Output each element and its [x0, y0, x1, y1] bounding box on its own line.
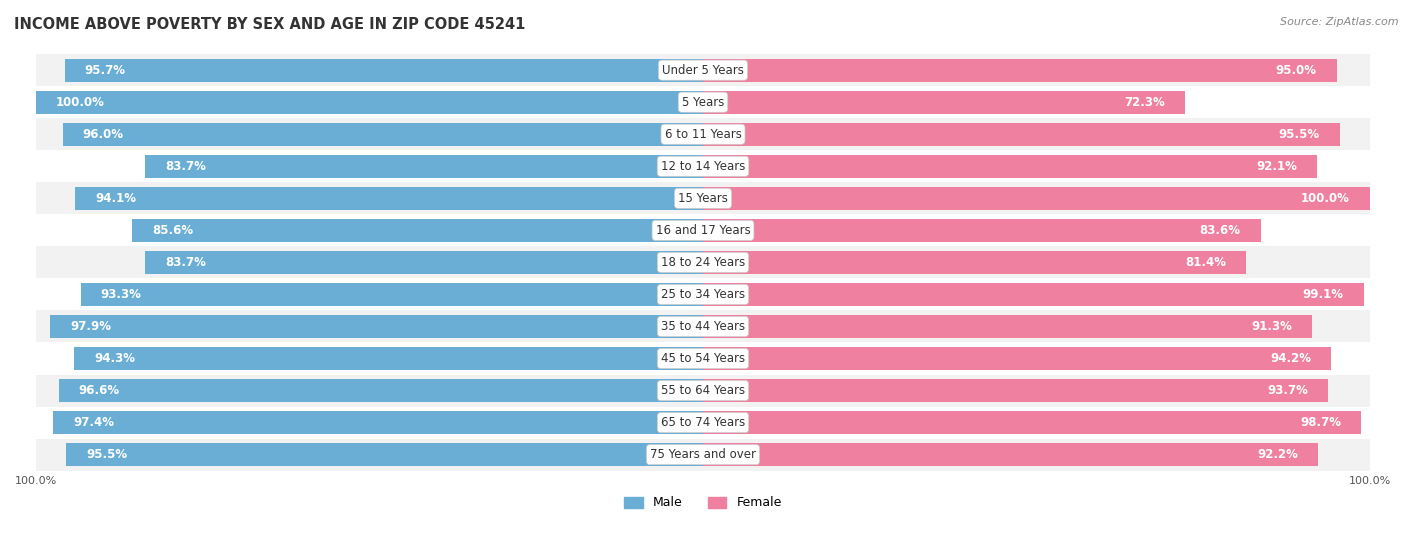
- Bar: [703, 283, 1364, 306]
- Text: 16 and 17 Years: 16 and 17 Years: [655, 224, 751, 237]
- Text: 12 to 14 Years: 12 to 14 Years: [661, 160, 745, 173]
- Bar: [703, 315, 1312, 338]
- Bar: [703, 155, 1317, 178]
- Text: 83.6%: 83.6%: [1199, 224, 1240, 237]
- Text: 25 to 34 Years: 25 to 34 Years: [661, 288, 745, 301]
- Text: 18 to 24 Years: 18 to 24 Years: [661, 256, 745, 269]
- Text: 95.7%: 95.7%: [84, 64, 125, 77]
- Bar: [37, 406, 1369, 439]
- Bar: [37, 375, 1369, 406]
- Text: 55 to 64 Years: 55 to 64 Years: [661, 384, 745, 397]
- Bar: [76, 187, 703, 210]
- Text: 95.5%: 95.5%: [1278, 127, 1320, 141]
- Text: 99.1%: 99.1%: [1303, 288, 1344, 301]
- Text: 81.4%: 81.4%: [1185, 256, 1226, 269]
- Text: 15 Years: 15 Years: [678, 192, 728, 205]
- Bar: [703, 347, 1331, 370]
- Bar: [66, 443, 703, 466]
- Text: 95.5%: 95.5%: [86, 448, 128, 461]
- Bar: [63, 122, 703, 146]
- Bar: [145, 155, 703, 178]
- Text: 98.7%: 98.7%: [1301, 416, 1341, 429]
- Text: 94.1%: 94.1%: [96, 192, 136, 205]
- Bar: [37, 150, 1369, 182]
- Text: 92.1%: 92.1%: [1257, 160, 1298, 173]
- Text: 72.3%: 72.3%: [1125, 96, 1166, 108]
- Text: Under 5 Years: Under 5 Years: [662, 64, 744, 77]
- Bar: [703, 379, 1327, 402]
- Bar: [703, 91, 1185, 113]
- Text: 45 to 54 Years: 45 to 54 Years: [661, 352, 745, 365]
- Bar: [37, 54, 1369, 86]
- Text: 93.3%: 93.3%: [101, 288, 142, 301]
- Bar: [80, 283, 703, 306]
- Bar: [37, 343, 1369, 375]
- Bar: [132, 219, 703, 242]
- Text: 83.7%: 83.7%: [165, 160, 205, 173]
- Text: 92.2%: 92.2%: [1257, 448, 1298, 461]
- Bar: [75, 347, 703, 370]
- Bar: [703, 219, 1261, 242]
- Text: 65 to 74 Years: 65 to 74 Years: [661, 416, 745, 429]
- Text: 94.2%: 94.2%: [1270, 352, 1312, 365]
- Text: 75 Years and over: 75 Years and over: [650, 448, 756, 461]
- Bar: [703, 443, 1317, 466]
- Bar: [59, 379, 703, 402]
- Text: 91.3%: 91.3%: [1251, 320, 1292, 333]
- Text: 100.0%: 100.0%: [1301, 192, 1350, 205]
- Bar: [37, 91, 703, 113]
- Bar: [37, 439, 1369, 471]
- Bar: [37, 182, 1369, 214]
- Text: 96.0%: 96.0%: [83, 127, 124, 141]
- Bar: [145, 251, 703, 274]
- Bar: [51, 315, 703, 338]
- Text: 83.7%: 83.7%: [165, 256, 205, 269]
- Bar: [37, 118, 1369, 150]
- Text: 93.7%: 93.7%: [1267, 384, 1308, 397]
- Text: 100.0%: 100.0%: [56, 96, 105, 108]
- Text: Source: ZipAtlas.com: Source: ZipAtlas.com: [1281, 17, 1399, 27]
- Legend: Male, Female: Male, Female: [619, 491, 787, 514]
- Bar: [53, 411, 703, 434]
- Bar: [37, 278, 1369, 310]
- Text: 5 Years: 5 Years: [682, 96, 724, 108]
- Text: 95.0%: 95.0%: [1275, 64, 1316, 77]
- Bar: [37, 214, 1369, 247]
- Bar: [703, 59, 1337, 82]
- Bar: [703, 122, 1340, 146]
- Text: INCOME ABOVE POVERTY BY SEX AND AGE IN ZIP CODE 45241: INCOME ABOVE POVERTY BY SEX AND AGE IN Z…: [14, 17, 526, 32]
- Text: 97.9%: 97.9%: [70, 320, 111, 333]
- Bar: [703, 187, 1369, 210]
- Bar: [703, 251, 1246, 274]
- Bar: [65, 59, 703, 82]
- Text: 94.3%: 94.3%: [94, 352, 135, 365]
- Text: 35 to 44 Years: 35 to 44 Years: [661, 320, 745, 333]
- Bar: [37, 86, 1369, 118]
- Bar: [37, 247, 1369, 278]
- Text: 85.6%: 85.6%: [152, 224, 193, 237]
- Bar: [37, 310, 1369, 343]
- Text: 6 to 11 Years: 6 to 11 Years: [665, 127, 741, 141]
- Text: 96.6%: 96.6%: [79, 384, 120, 397]
- Bar: [703, 411, 1361, 434]
- Text: 97.4%: 97.4%: [73, 416, 114, 429]
